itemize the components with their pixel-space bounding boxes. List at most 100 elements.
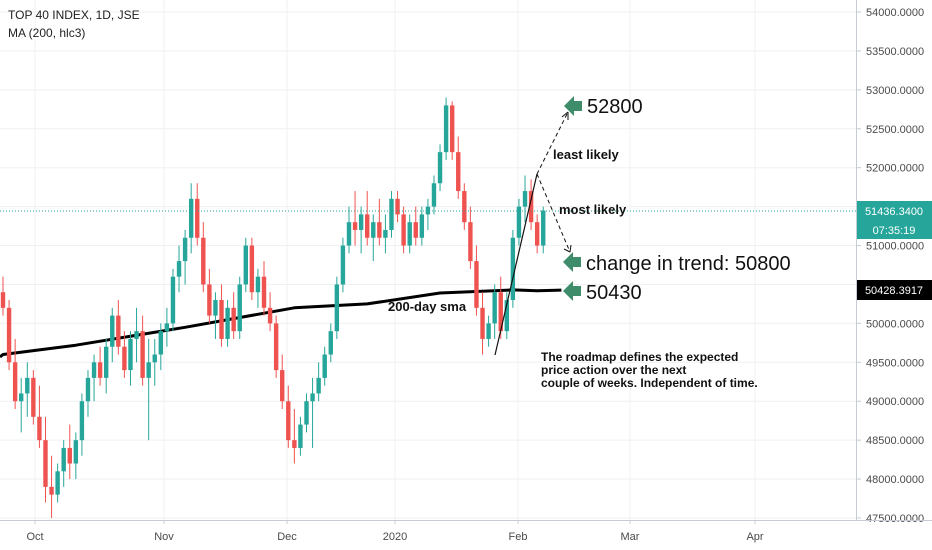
candle-body [55, 471, 60, 495]
candle-body [528, 191, 534, 223]
sma-label: 200-day sma [388, 299, 467, 314]
candle-body [61, 447, 66, 472]
candle-body [365, 214, 370, 238]
candle-body [146, 362, 151, 378]
time-tick-label: 2020 [383, 531, 407, 543]
candles-layer [0, 97, 546, 518]
candle-body [91, 362, 97, 378]
candle-body [304, 401, 309, 425]
price-tick-label: 50000.0000 [866, 318, 924, 330]
candle-body [170, 276, 176, 324]
time-tick-label: Feb [509, 531, 528, 543]
candle-body [474, 261, 479, 308]
candle-body [486, 323, 491, 339]
arrow-icon-50800 [563, 252, 581, 272]
candle-body [352, 222, 358, 230]
candle-body [431, 183, 437, 207]
candle-body [286, 401, 291, 441]
candle-body [110, 315, 115, 347]
candle-body [346, 222, 352, 246]
price-tick-label: 49000.0000 [866, 396, 924, 408]
price-tick-label: 47500.0000 [866, 513, 924, 525]
candle-body [456, 152, 461, 192]
candle-body [219, 300, 224, 339]
candle-body [79, 401, 85, 441]
candle-body [231, 307, 236, 332]
price-tick-label: 53500.0000 [866, 46, 924, 58]
candle-body [207, 284, 212, 316]
price-tick-label: 52000.0000 [866, 163, 924, 175]
candle-body [383, 229, 388, 238]
candle-body [31, 377, 36, 417]
indicator-title: MA (200, hlc3) [8, 26, 86, 40]
candle-body [12, 362, 18, 402]
candle-body [195, 198, 200, 238]
candle-body [407, 222, 412, 246]
candle-body [492, 292, 497, 324]
candle-body [103, 346, 109, 378]
price-tick-label: 51000.0000 [866, 241, 924, 253]
time-tick-label: Oct [26, 531, 43, 543]
time-tick-label: Nov [154, 531, 174, 543]
price-tick-label: 54000.0000 [866, 7, 924, 19]
candle-body [122, 346, 127, 371]
time-tick-label: Mar [621, 531, 640, 543]
candle-body [401, 214, 406, 246]
candle-body [201, 237, 206, 285]
last-price-tag [857, 201, 932, 221]
price-tick-label: 48000.0000 [866, 474, 924, 486]
least-likely-label: least likely [553, 147, 620, 162]
target-low-label: 50430 [586, 282, 642, 304]
candle-body [413, 222, 418, 238]
candle-body [377, 222, 382, 238]
candle-body [19, 393, 24, 402]
candle-body [97, 362, 103, 378]
trend-change-label: change in trend: 50800 [586, 253, 791, 275]
most-likely-arrowhead [563, 244, 572, 253]
candle-body [322, 354, 327, 378]
arrow-icon-52800 [564, 96, 582, 116]
time-tick-label: Apr [746, 531, 763, 543]
most-likely-path [536, 173, 571, 253]
candle-body [510, 237, 516, 301]
candle-body [213, 300, 218, 316]
roadmap-note-line: price action over the next [541, 363, 686, 377]
candle-body [116, 315, 121, 347]
candle-body [504, 300, 510, 332]
candle-body [310, 393, 315, 402]
candle-body [6, 307, 12, 363]
candle-body [292, 440, 297, 448]
candle-body [516, 206, 522, 238]
candle-body [449, 105, 455, 153]
candle-body [298, 424, 303, 448]
candle-body [267, 307, 273, 324]
ma-line-layer [0, 288, 562, 359]
price-tick-label: 53000.0000 [866, 85, 924, 97]
ma-200-line [0, 288, 562, 359]
candle-body [522, 191, 528, 207]
candle-body [49, 486, 54, 495]
price-tick-label: 52500.0000 [866, 124, 924, 136]
candle-body [534, 222, 540, 246]
candle-body [358, 214, 364, 230]
countdown-value: 07:35:19 [873, 225, 916, 237]
candle-body [462, 191, 467, 223]
candle-body [182, 237, 188, 262]
least-likely-path [536, 111, 569, 175]
countdown-tag [857, 221, 932, 239]
price-tick-label: 49500.0000 [866, 357, 924, 369]
candle-body [85, 377, 91, 402]
candle-body [140, 331, 145, 378]
trend-line [494, 173, 538, 356]
candle-body [437, 152, 443, 184]
candle-body [443, 105, 449, 153]
ma-value-tag [857, 280, 932, 300]
candle-body [340, 245, 346, 285]
candle-body [25, 377, 30, 394]
candle-body [541, 210, 546, 246]
candle-body [188, 198, 194, 238]
candle-body [0, 292, 6, 308]
candle-body [328, 331, 333, 355]
candle-body [389, 198, 394, 230]
